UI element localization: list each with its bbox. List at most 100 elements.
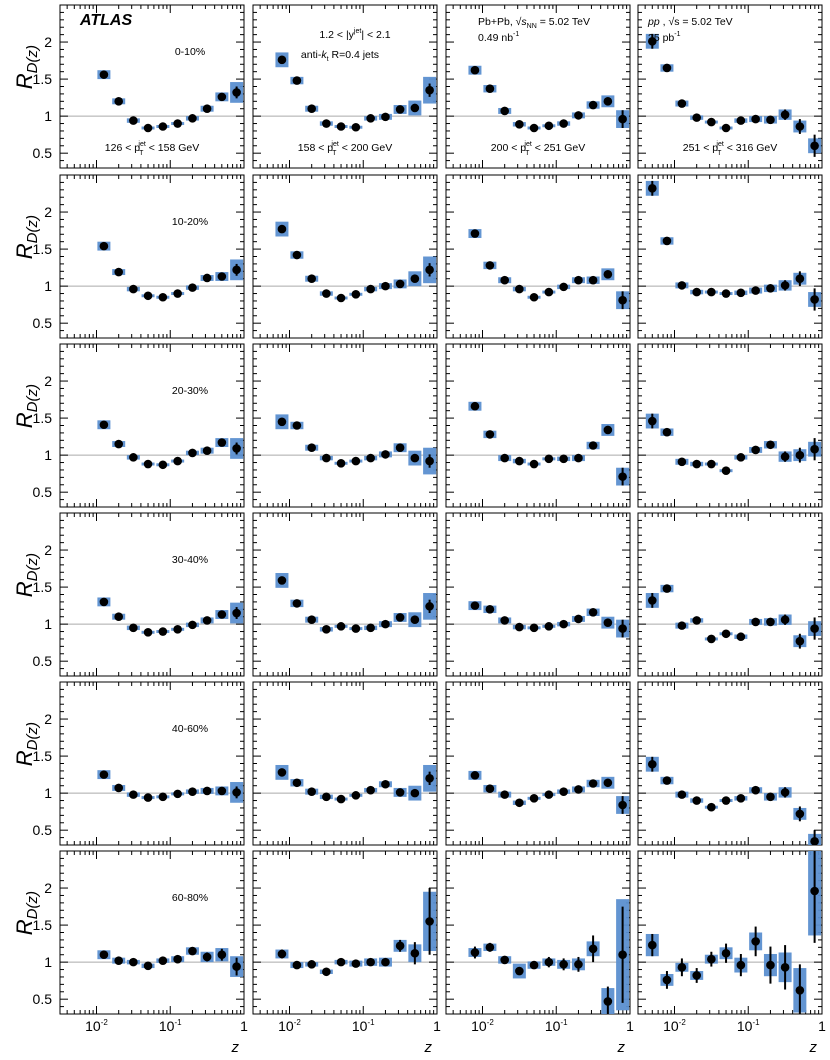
panel-frame [637, 681, 823, 846]
data-point [588, 607, 598, 617]
data-point [780, 615, 790, 624]
panel-series [645, 851, 822, 1014]
data-point [188, 620, 197, 630]
data-point [232, 88, 241, 97]
pp-lumi: 25 pb [648, 32, 674, 44]
pt-bin-label: 200 < pTjet < 251 GeV [491, 141, 585, 157]
y-tick-label: 1.5 [33, 241, 53, 257]
y-tick-label: 0.5 [33, 822, 53, 838]
data-point [217, 272, 227, 281]
data-point [485, 84, 495, 94]
pp-energy: , √s = 5.02 TeV [660, 16, 733, 28]
data-point [544, 957, 554, 967]
x-tick-label-exponent: -1 [560, 1018, 568, 1027]
data-point [336, 458, 346, 468]
pt-bin-label-pre: 200 < p [491, 142, 526, 154]
data-point [322, 289, 331, 298]
x-tick-label-base: 10 [471, 1018, 487, 1034]
x-tick-label-base: 1 [240, 1018, 248, 1034]
pp-lumi-sup: -1 [674, 31, 680, 38]
centrality-label: 20-30% [172, 385, 208, 397]
data-point [143, 459, 153, 469]
data-point [662, 776, 672, 785]
y-axis-label: RD(z) [12, 891, 41, 935]
data-point [292, 76, 302, 85]
x-tick-label-base: 10 [159, 1018, 175, 1034]
data-point [515, 119, 524, 129]
x-tick-label-base: 1 [818, 1018, 826, 1034]
data-point [677, 963, 687, 972]
pp-lumi-label: 25 pb-1 [648, 31, 681, 44]
data-point [173, 289, 182, 298]
jet-label-post: R=0.4 jets [329, 49, 380, 61]
data-point [766, 617, 775, 627]
panel-series [275, 573, 437, 634]
data-point [217, 610, 227, 619]
data-point [395, 941, 405, 951]
data-point [129, 453, 138, 462]
data-point [173, 625, 182, 634]
data-point [529, 623, 539, 633]
data-point [603, 618, 613, 627]
x-axis-label: z [424, 1039, 433, 1056]
y-tick-label: 1.5 [33, 410, 53, 426]
y-axis-label-subscript: D(z) [24, 553, 41, 581]
data-point [810, 624, 819, 633]
panel-frame [252, 343, 438, 508]
data-point [158, 122, 168, 131]
data-point [647, 940, 657, 950]
data-point [158, 460, 168, 470]
pp-label-pp: pp [647, 16, 660, 28]
data-point [143, 291, 153, 301]
data-point [366, 284, 375, 294]
data-point [721, 629, 731, 639]
panel-frame [252, 512, 438, 677]
data-point [574, 275, 583, 285]
data-point [780, 281, 790, 290]
data-point [188, 448, 197, 458]
data-point [470, 601, 480, 610]
data-point [129, 623, 138, 633]
panel-frame [59, 174, 245, 339]
x-axis-label: z [809, 1039, 818, 1056]
data-point [99, 70, 109, 79]
data-point [618, 624, 627, 633]
pt-superscript: jet [137, 141, 145, 148]
panel-frame [59, 681, 245, 846]
panel-series [97, 770, 244, 803]
x-tick-label-exponent: -2 [487, 1018, 495, 1027]
pt-bin-label: 158 < pTjet < 200 GeV [298, 141, 392, 157]
data-point [810, 295, 819, 304]
data-point [662, 63, 672, 73]
data-point [677, 281, 687, 290]
data-point [662, 975, 672, 985]
data-point [677, 790, 687, 799]
data-point [736, 288, 746, 298]
pt-subscript: T [717, 150, 722, 157]
y-tick-label: 1 [44, 447, 52, 463]
pt-subscript: T [139, 150, 144, 157]
y-tick-label: 2 [44, 204, 52, 220]
y-axis-label-subscript: D(z) [24, 45, 41, 73]
panel-frame [59, 850, 245, 1015]
data-point [544, 790, 554, 799]
data-point [322, 967, 331, 977]
data-point [780, 452, 790, 461]
data-point [307, 443, 316, 453]
pt-bin-label-post: < 158 GeV [146, 142, 199, 154]
panel-series [468, 601, 630, 638]
data-point [232, 608, 241, 618]
y-axis-label: RD(z) [12, 722, 41, 766]
data-point [500, 616, 509, 625]
data-point [173, 119, 182, 128]
data-point [780, 788, 790, 797]
data-point [351, 791, 361, 800]
data-point [692, 796, 701, 805]
pbpb-label-pre: Pb+Pb, [478, 16, 516, 28]
data-point [766, 115, 775, 125]
data-point [381, 779, 390, 789]
data-point [647, 184, 657, 193]
data-point [618, 114, 627, 124]
data-point [692, 971, 701, 980]
data-point [485, 784, 495, 793]
